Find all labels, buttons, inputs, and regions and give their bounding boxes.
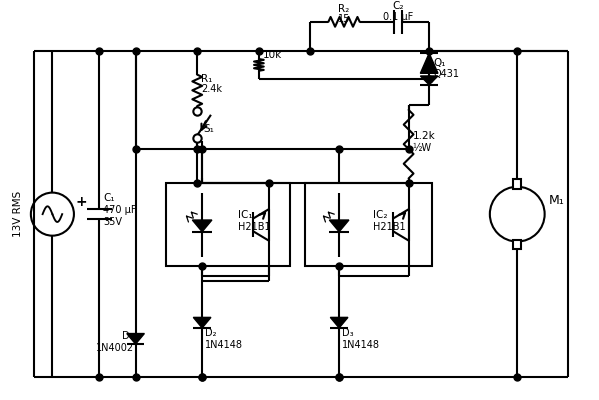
Text: M₁: M₁ [549,194,564,207]
Bar [513,240,521,249]
Text: 1N4002: 1N4002 [95,343,134,353]
Text: H21B1: H21B1 [373,222,406,232]
Polygon shape [420,76,438,85]
Text: 1N4148: 1N4148 [342,340,380,350]
Text: C₁: C₁ [103,194,115,204]
Text: R₂: R₂ [338,4,350,14]
Text: 13V RMS: 13V RMS [13,191,23,237]
Polygon shape [420,53,438,73]
Polygon shape [127,334,144,344]
Text: R₁: R₁ [201,74,213,84]
Text: +: + [76,195,87,209]
Polygon shape [192,220,212,232]
Text: 1N4148: 1N4148 [205,340,243,350]
Text: D₃: D₃ [342,328,353,338]
Polygon shape [330,317,348,328]
Text: IC₁: IC₁ [238,210,252,220]
Text: S₁: S₁ [203,124,214,134]
Text: ½W: ½W [413,143,432,153]
Text: 15: 15 [338,14,350,24]
Bar [305,183,432,266]
Text: IC₂: IC₂ [373,210,388,220]
Text: H21B1: H21B1 [238,222,271,232]
Text: C₂: C₂ [392,1,404,11]
Text: 35V: 35V [103,217,122,227]
Bar [166,183,290,266]
Bar [513,179,521,189]
Text: D₁: D₁ [122,331,134,341]
Polygon shape [193,317,211,328]
Text: 0.1 μF: 0.1 μF [383,12,413,22]
Text: 2.4k: 2.4k [201,84,222,94]
Text: D₂: D₂ [205,328,217,338]
Text: 10k: 10k [263,50,282,60]
Text: Q₁: Q₁ [433,58,446,68]
Text: Q431: Q431 [433,69,459,79]
Text: 1.2k: 1.2k [413,131,435,141]
Text: 470 μF: 470 μF [103,205,137,215]
Polygon shape [329,220,349,232]
